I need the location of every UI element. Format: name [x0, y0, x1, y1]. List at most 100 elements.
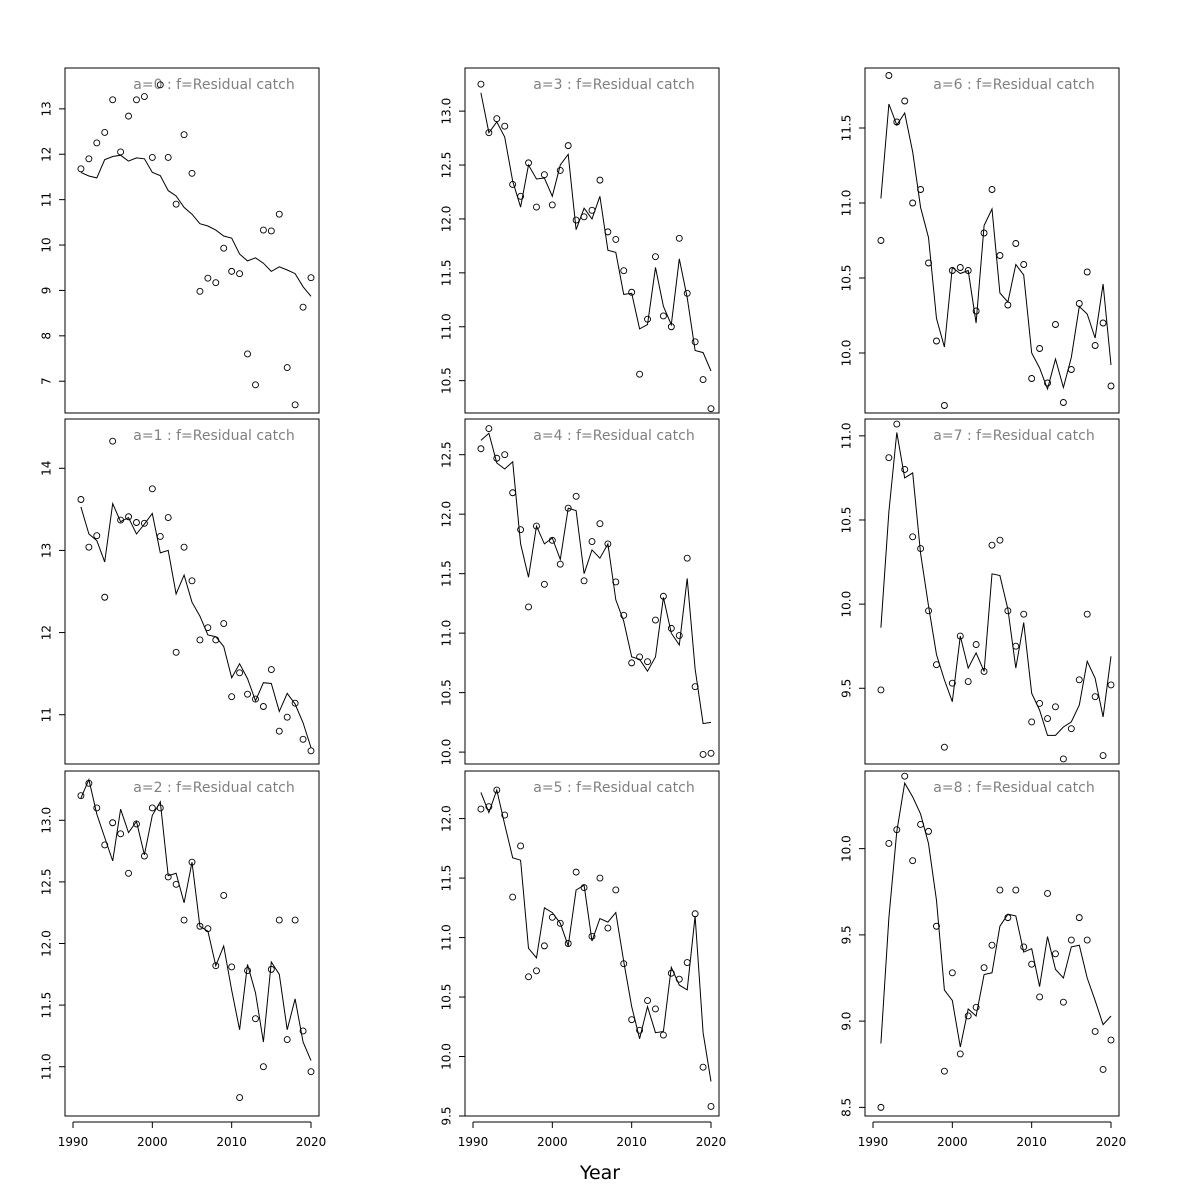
- x-tick-label: 2000: [537, 1135, 568, 1149]
- observed-point: [917, 545, 925, 553]
- observed-point: [212, 636, 220, 644]
- fitted-line: [880, 432, 1112, 736]
- observed-point: [212, 279, 220, 287]
- observed-point: [691, 910, 699, 918]
- observed-point: [85, 779, 93, 787]
- observed-point: [996, 886, 1004, 894]
- y-tick-label: 11.0: [440, 620, 454, 647]
- observed-point: [893, 118, 901, 126]
- observed-point: [956, 264, 964, 271]
- observed-point: [1075, 676, 1083, 684]
- observed-point: [477, 445, 485, 453]
- observed-point: [77, 165, 85, 173]
- observed-point: [267, 666, 275, 673]
- plot-frame: [464, 67, 720, 414]
- observed-point: [901, 97, 909, 105]
- observed-point: [699, 376, 707, 384]
- y-tick-label: 12.5: [440, 441, 454, 468]
- observed-point: [228, 693, 236, 701]
- y-tick-label: 10.5: [440, 679, 454, 706]
- observed-point: [572, 492, 580, 500]
- fitted-line: [80, 778, 312, 1061]
- y-tick-label: 11.0: [840, 190, 854, 217]
- observed-point: [917, 186, 925, 193]
- observed-point: [204, 925, 212, 933]
- observed-point: [1083, 936, 1091, 944]
- observed-point: [493, 786, 501, 794]
- observed-point: [1012, 886, 1020, 894]
- x-tick-label: 2010: [216, 1135, 247, 1149]
- observed-point: [493, 115, 501, 123]
- observed-point: [1044, 890, 1051, 897]
- observed-point: [683, 289, 691, 297]
- observed-point: [659, 1031, 667, 1039]
- panel-title: a=4 : f=Residual catch: [533, 428, 694, 444]
- observed-point: [77, 792, 85, 800]
- y-tick-label: 11.0: [40, 1053, 54, 1080]
- observed-point: [267, 227, 275, 235]
- observed-point: [1099, 752, 1107, 760]
- panel-title: a=8 : f=Residual catch: [933, 780, 1094, 796]
- observed-point: [501, 122, 509, 130]
- observed-point: [291, 699, 299, 707]
- observed-point: [675, 234, 683, 242]
- observed-point: [620, 267, 628, 275]
- observed-point: [683, 959, 691, 966]
- observed-point: [1052, 321, 1059, 328]
- observed-point: [220, 244, 228, 252]
- observed-point: [572, 868, 580, 876]
- observed-point: [909, 199, 917, 207]
- y-tick-label: 11.5: [40, 992, 54, 1019]
- panel-title: a=3 : f=Residual catch: [533, 77, 694, 93]
- observed-point: [1099, 1065, 1107, 1073]
- observed-point: [564, 142, 572, 150]
- observed-point: [509, 893, 517, 901]
- observed-point: [1075, 300, 1083, 307]
- observed-point: [956, 1050, 964, 1058]
- observed-point: [1052, 703, 1059, 711]
- y-tick-label: 9.0: [840, 1012, 854, 1031]
- x-tick-label: 1990: [858, 1135, 889, 1149]
- panel-a0: a=0 : f=Residual catch 7 8 9 10 11 12 13: [40, 67, 320, 414]
- observed-point: [493, 454, 501, 462]
- x-axis-label: Year: [579, 1162, 620, 1184]
- observed-point: [1012, 240, 1020, 247]
- observed-point: [485, 129, 493, 137]
- observed-point: [204, 624, 212, 632]
- observed-point: [1044, 379, 1051, 387]
- observed-point: [156, 81, 164, 89]
- observed-point: [604, 540, 612, 548]
- plot-frame: [864, 67, 1120, 414]
- observed-point: [980, 667, 988, 675]
- observed-point: [259, 226, 267, 234]
- observed-point: [540, 580, 548, 588]
- observed-point: [140, 93, 148, 101]
- observed-point: [509, 180, 517, 188]
- observed-point: [964, 1012, 972, 1020]
- plot-frame: [464, 418, 720, 765]
- observed-point: [477, 805, 485, 813]
- y-tick-label: 12.0: [40, 930, 54, 957]
- observed-point: [940, 402, 948, 409]
- observed-point: [644, 658, 651, 666]
- observed-point: [236, 270, 244, 278]
- y-tick-label: 12.0: [440, 501, 454, 528]
- observed-point: [517, 842, 525, 850]
- observed-point: [1067, 725, 1075, 733]
- observed-point: [204, 274, 212, 282]
- observed-point: [652, 616, 659, 624]
- panel-title: a=2 : f=Residual catch: [133, 780, 294, 796]
- observed-point: [275, 210, 283, 218]
- y-tick-label: 10.5: [440, 984, 454, 1011]
- observed-point: [477, 80, 485, 88]
- panel-a3: a=3 : f=Residual catch 10.5 11.0 11.5 12.0 12…: [440, 67, 720, 414]
- observed-point: [85, 543, 93, 551]
- plot-frame: [64, 418, 320, 765]
- y-tick-label: 11.5: [840, 115, 854, 142]
- observed-point: [604, 924, 612, 932]
- observed-point: [964, 678, 972, 685]
- observed-point: [212, 962, 220, 970]
- observed-point: [909, 533, 917, 541]
- observed-point: [636, 1026, 644, 1034]
- observed-point: [1083, 268, 1091, 276]
